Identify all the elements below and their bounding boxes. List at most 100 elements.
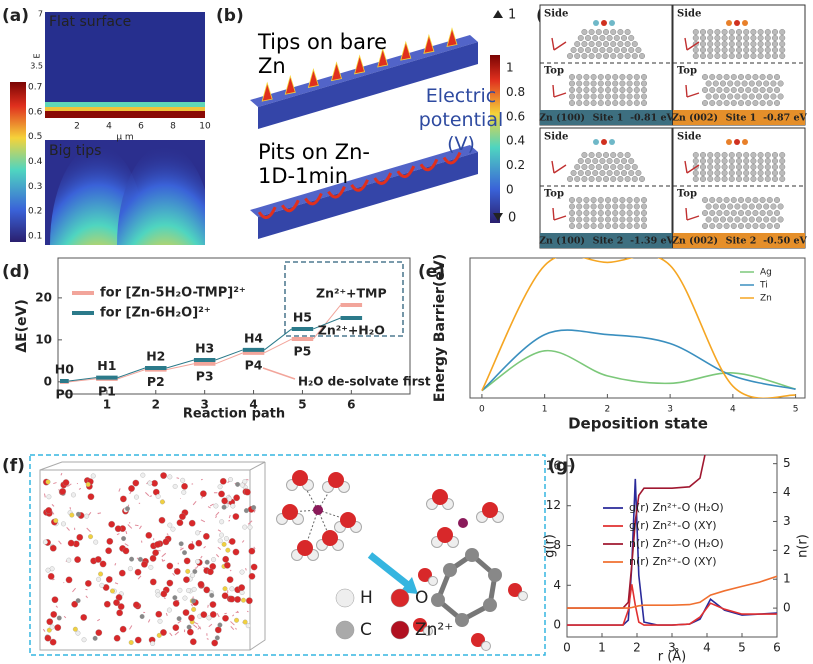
atom <box>764 163 771 170</box>
x-tick-label: 4 <box>730 405 736 415</box>
atom <box>730 222 737 229</box>
atom <box>692 35 699 42</box>
atom <box>75 630 81 636</box>
atom <box>87 493 95 501</box>
bond <box>118 488 121 492</box>
atom <box>242 524 248 530</box>
atom <box>49 624 55 630</box>
atom <box>605 93 612 100</box>
atom <box>750 151 757 158</box>
atom <box>774 86 781 93</box>
atom <box>619 209 626 216</box>
atom <box>777 93 784 100</box>
atom <box>147 480 153 486</box>
atom <box>633 99 640 106</box>
atom <box>152 549 159 557</box>
x-tick-label: 0 <box>479 405 485 415</box>
h-atom <box>423 626 433 636</box>
atom <box>200 490 207 498</box>
panel-label: (b) <box>216 6 244 26</box>
atom <box>626 196 633 203</box>
atom <box>224 561 231 569</box>
atom <box>222 614 229 622</box>
atom <box>745 196 752 203</box>
atom <box>738 73 745 80</box>
atom <box>743 163 750 170</box>
level-label: P4 <box>245 357 263 372</box>
atom <box>583 80 590 87</box>
atom <box>122 547 130 555</box>
atom <box>118 569 126 577</box>
atom <box>148 564 154 570</box>
atom <box>581 163 588 170</box>
o-atom <box>508 583 522 597</box>
atom <box>764 53 771 60</box>
bond <box>209 503 214 507</box>
bond <box>236 610 239 613</box>
atom <box>214 626 222 634</box>
c-atom <box>465 548 479 562</box>
legend-label: for [Zn-5H₂O-TMP]²⁺ <box>100 286 246 301</box>
bond <box>194 621 199 625</box>
bond <box>196 565 199 568</box>
atom <box>570 47 577 54</box>
colorbar-tick-label: 0.6 <box>506 109 525 123</box>
atom <box>569 73 576 80</box>
bond <box>97 618 101 622</box>
atom <box>119 625 127 633</box>
atom <box>759 99 766 106</box>
atom <box>626 222 633 229</box>
slab-front <box>258 152 478 239</box>
colorbar-tick-label: 0.3 <box>28 182 42 192</box>
atom <box>603 175 610 182</box>
atom <box>228 477 233 482</box>
atom <box>75 511 81 517</box>
atom <box>588 151 595 158</box>
atom <box>752 209 759 216</box>
tip <box>261 81 273 102</box>
x-tick-label: 3 <box>667 405 673 415</box>
atom <box>766 99 773 106</box>
atom <box>581 151 588 158</box>
axis-triad <box>551 160 567 221</box>
atom <box>779 35 786 42</box>
x-tick-label: 6 <box>347 398 355 412</box>
atom <box>605 73 612 80</box>
image-flat <box>45 12 205 118</box>
atom <box>705 216 712 223</box>
atom <box>772 163 779 170</box>
colorbar-tick-label: 1 <box>506 61 514 75</box>
atom <box>585 157 592 164</box>
atom <box>624 163 631 170</box>
cell-facet: Zn (100) <box>539 113 585 124</box>
atom <box>238 584 246 591</box>
atom <box>114 525 122 533</box>
atom <box>206 615 212 621</box>
atom <box>234 596 241 603</box>
atom <box>228 595 236 603</box>
c-atom <box>455 613 469 627</box>
atom <box>707 163 714 170</box>
y-axis-label: ΔE(eV) <box>14 299 30 353</box>
atom <box>105 547 112 555</box>
bond <box>72 587 76 593</box>
atom <box>626 80 633 87</box>
bond <box>230 626 235 631</box>
y-axis-label: Energy Barrier(eV) <box>432 254 448 402</box>
atom <box>727 203 734 210</box>
atom <box>221 541 227 547</box>
series-line <box>567 455 706 609</box>
atom <box>595 163 602 170</box>
y2-tick-label: 2 <box>783 543 791 557</box>
atom <box>700 151 707 158</box>
bond <box>203 545 206 549</box>
triangle-down <box>493 213 503 221</box>
atom <box>728 163 735 170</box>
atom <box>569 209 576 216</box>
bond <box>127 524 133 529</box>
atom <box>720 80 727 87</box>
o-atom <box>282 504 298 520</box>
atom <box>588 175 595 182</box>
atom <box>716 73 723 80</box>
atom <box>597 209 604 216</box>
